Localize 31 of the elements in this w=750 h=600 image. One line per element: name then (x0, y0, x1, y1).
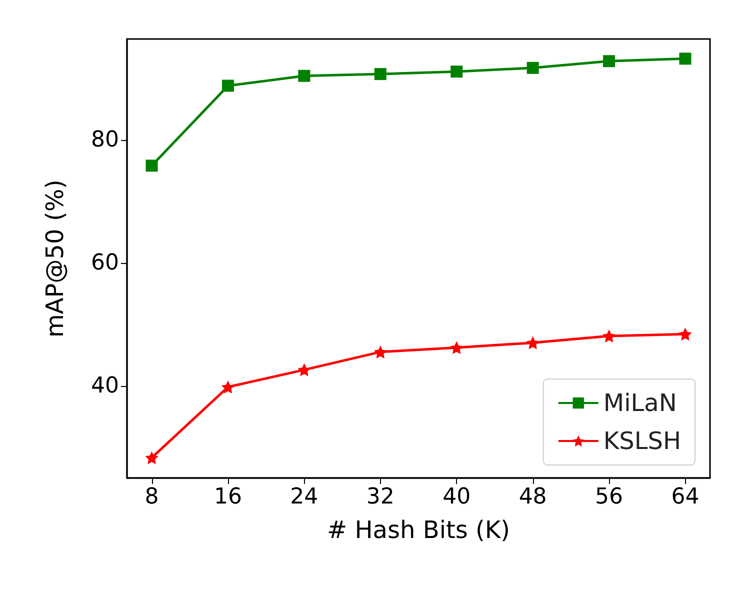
x-tick-label: 32 (366, 484, 394, 510)
point (679, 52, 692, 65)
x-tick-label: 64 (671, 484, 700, 510)
legend-label: MiLaN (603, 389, 677, 417)
point (602, 329, 616, 342)
point (603, 55, 616, 68)
point (374, 68, 386, 80)
point (298, 70, 310, 82)
point (526, 62, 539, 74)
point (222, 80, 234, 92)
point (146, 160, 158, 172)
x-tick-label: 56 (595, 484, 624, 510)
x-tick-label: 8 (144, 484, 159, 510)
x-tick-label: 16 (214, 484, 242, 510)
point (450, 341, 464, 354)
x-tick-label: 48 (518, 484, 547, 510)
point (450, 66, 463, 78)
x-tick-label: 40 (442, 484, 471, 510)
x-axis-title: # Hash Bits (K) (327, 516, 510, 544)
y-tick-label: 60 (91, 250, 119, 276)
point (221, 380, 234, 394)
point (145, 451, 158, 464)
x-tick-label: 24 (290, 484, 318, 510)
point (298, 363, 311, 376)
y-axis-title: mAP@50 (%) (41, 180, 69, 338)
y-tick-label: 40 (91, 373, 119, 398)
point (526, 336, 540, 350)
legend-label: KSLSH (603, 427, 681, 455)
y-tick-label: 80 (91, 127, 119, 152)
point (678, 328, 692, 341)
point (374, 345, 387, 358)
